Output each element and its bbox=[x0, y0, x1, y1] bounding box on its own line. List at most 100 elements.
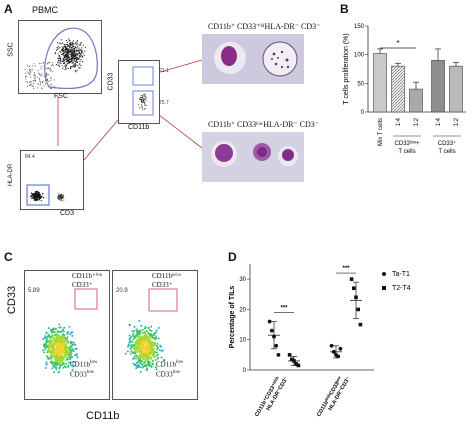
data-point bbox=[338, 346, 343, 351]
panel-a-label: A bbox=[4, 2, 13, 16]
hladr-axis-label: HLA-DR bbox=[8, 163, 15, 187]
low-label-right: CD11blow bbox=[156, 360, 183, 368]
cytospin-bottom-cells bbox=[202, 132, 304, 182]
legend-marker bbox=[382, 286, 386, 290]
fsc-axis-label: FSC bbox=[54, 93, 68, 100]
flow-right-density bbox=[124, 288, 178, 373]
pct-left: 5.89 bbox=[28, 288, 40, 294]
category-label: 1:4 bbox=[396, 117, 402, 126]
legend-label: Ta-T1 bbox=[392, 271, 410, 278]
bar-chart: 0 50 100 150 T cells proliferation (%) Mix T … bbox=[343, 24, 466, 155]
low-label-left-1: CD11b bbox=[70, 360, 90, 369]
y-tick-label: 150 bbox=[354, 24, 365, 30]
bar bbox=[431, 60, 445, 113]
data-point bbox=[287, 353, 292, 357]
cd33-axis-label-a: CD33 bbox=[107, 72, 115, 91]
cell-title-bottom: CD11b⁺ CD33ˡᵒʷHLA-DR⁻ CD3⁻ bbox=[208, 120, 319, 129]
data-point bbox=[356, 307, 360, 312]
cd33-cd11b-plot bbox=[118, 60, 160, 124]
data-point bbox=[292, 359, 296, 363]
hladr-cd3-plot: 84.4 bbox=[20, 150, 84, 210]
low-label-right-1: CD11b bbox=[156, 360, 176, 369]
data-point bbox=[267, 319, 272, 324]
significance-marker: *** bbox=[280, 305, 288, 311]
cell-title-top: CD11b⁺ CD33⁺ʰᴵHLA-DR⁻ CD3⁻ bbox=[208, 22, 321, 31]
cytospin-image-top bbox=[202, 34, 304, 84]
legend-label: T2-T4 bbox=[392, 285, 411, 292]
cd11b-axis-label-a: CD11b bbox=[128, 124, 150, 131]
low-label-right-b: CD33low bbox=[156, 370, 180, 378]
ssc-axis-label: SSC bbox=[7, 42, 15, 57]
panel-a: A PBMC SSC FSC 84.4 HLA-DR CD3 21.1 75.7 bbox=[0, 0, 334, 217]
data-point bbox=[272, 334, 276, 339]
hi-label-right-2: CD33⁺ bbox=[152, 281, 173, 289]
data-point bbox=[349, 277, 354, 281]
flow-left-density bbox=[42, 288, 98, 374]
panel-d: D 0 10 20 30 Percentage of TILs *** *** CD11b⁺C… bbox=[224, 248, 474, 426]
group-label-2: T cells bbox=[398, 149, 415, 155]
low-label-right-2-sup: low bbox=[172, 370, 181, 375]
panel-d-label: D bbox=[228, 250, 237, 264]
gate-pct-1: 84.4 bbox=[25, 154, 35, 160]
category-label: 1:2 bbox=[454, 117, 460, 126]
group-label-2: T cells bbox=[438, 149, 455, 155]
data-point bbox=[294, 362, 298, 366]
y-tick-label: 30 bbox=[239, 277, 246, 283]
low-label-left-2: CD33 bbox=[70, 370, 87, 379]
data-point bbox=[352, 286, 356, 291]
data-point bbox=[358, 322, 363, 327]
cd33-cd11b-dots bbox=[132, 66, 154, 116]
panel-c: C CD33 CD11b 5.89 20.9 CD11b⁺ⁱᴳʰ CD33⁺ C… bbox=[0, 248, 210, 426]
panel-b-label: B bbox=[340, 2, 349, 16]
cd3-axis-label: CD3 bbox=[60, 210, 75, 217]
category-label: Mix T cells bbox=[378, 118, 384, 146]
data-point bbox=[336, 354, 341, 359]
low-label-right-1-sup: low bbox=[175, 360, 184, 365]
bar bbox=[373, 53, 387, 113]
gate-pct-2: 21.1 bbox=[159, 68, 169, 74]
low-label-left-2-sup: low bbox=[86, 370, 95, 375]
data-point bbox=[290, 357, 294, 362]
hladr-cd3-dots bbox=[26, 184, 65, 206]
group-label: CD33⁺ bbox=[438, 140, 457, 147]
significance-marker: *** bbox=[342, 266, 350, 272]
cd33-axis-label-c: CD33 bbox=[6, 285, 19, 315]
y-tick-label: 0 bbox=[361, 110, 365, 116]
y-tick-label: 20 bbox=[239, 307, 246, 313]
low-label-left: CD11blow bbox=[70, 360, 97, 368]
bar bbox=[449, 65, 463, 113]
panel-b: B 0 50 100 150 T cells proliferation (%) Mix … bbox=[334, 0, 474, 215]
y-tick-label: 50 bbox=[357, 81, 364, 87]
hi-label-left-2: CD33⁺ bbox=[72, 281, 93, 289]
flow-plot-left bbox=[24, 270, 110, 400]
pbmc-title: PBMC bbox=[32, 5, 59, 15]
y-tick-label: 100 bbox=[354, 53, 365, 59]
low-label-left-1-sup: low bbox=[89, 360, 98, 365]
y-tick-label: 10 bbox=[239, 338, 246, 344]
low-label-right-2: CD33 bbox=[156, 370, 173, 379]
panel-c-label: C bbox=[4, 250, 13, 264]
data-point bbox=[269, 328, 274, 333]
cd11b-axis-label-c: CD11b bbox=[86, 410, 120, 422]
hi-label-right: CD11bʰⁱᴳʰ bbox=[152, 272, 181, 280]
flow-plot-right bbox=[112, 270, 198, 400]
y-axis-title: Percentage of TILs bbox=[229, 286, 236, 349]
category-label: 1:4 bbox=[436, 117, 442, 126]
gate-pct-3: 75.7 bbox=[159, 100, 169, 106]
cytospin-image-bottom bbox=[202, 132, 304, 182]
data-point bbox=[331, 349, 336, 354]
category-label: 1:2 bbox=[414, 117, 420, 126]
data-point bbox=[296, 363, 301, 368]
fsc-ssc-dots bbox=[24, 27, 98, 90]
legend-marker bbox=[382, 272, 386, 276]
low-label-left-b: CD33low bbox=[70, 370, 94, 378]
data-point bbox=[354, 295, 358, 300]
bar bbox=[391, 65, 405, 113]
hi-label-left: CD11b⁺ⁱᴳʰ bbox=[72, 272, 103, 280]
significance-marker: * bbox=[396, 39, 399, 48]
group-label: CD33ˡᵒʷ+ bbox=[395, 140, 420, 147]
data-point bbox=[274, 343, 279, 348]
pct-right: 20.9 bbox=[116, 288, 128, 294]
bar bbox=[409, 88, 423, 113]
